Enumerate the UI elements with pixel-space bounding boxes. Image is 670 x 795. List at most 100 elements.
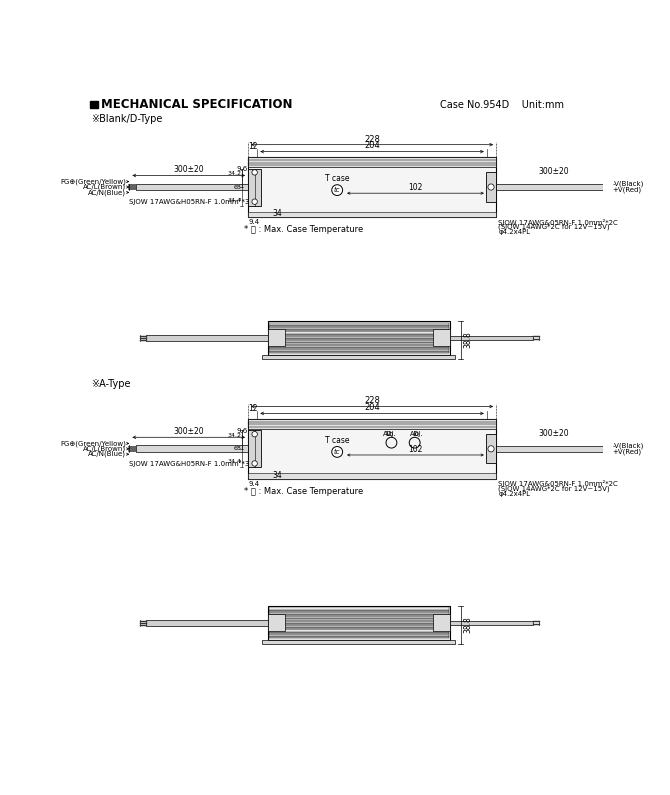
Text: 68: 68 (233, 446, 241, 452)
Bar (269, 630, 449, 632)
Text: 12: 12 (248, 404, 257, 413)
Text: Case No.954D    Unit:mm: Case No.954D Unit:mm (440, 99, 564, 110)
Bar (146, 335, 268, 340)
Bar (269, 338, 449, 340)
Bar (269, 627, 449, 630)
Bar (268, 321, 450, 355)
Bar (248, 419, 496, 429)
Text: ※Blank/D-Type: ※Blank/D-Type (92, 114, 163, 124)
Bar (486, 173, 496, 202)
Bar (269, 329, 449, 332)
Bar (248, 419, 496, 479)
Bar (269, 340, 449, 343)
Text: tc: tc (334, 187, 340, 193)
Text: ADJ.: ADJ. (383, 424, 397, 436)
Bar (269, 351, 449, 353)
Bar (450, 621, 533, 625)
Bar (268, 329, 285, 347)
Bar (486, 434, 496, 463)
Bar (269, 610, 449, 612)
Text: * Ⓣ : Max. Case Temperature: * Ⓣ : Max. Case Temperature (244, 487, 363, 495)
Bar (269, 324, 449, 327)
Bar (135, 184, 248, 191)
Bar (248, 211, 496, 217)
Text: 34.4: 34.4 (227, 460, 241, 464)
Bar (269, 619, 449, 621)
Bar (269, 343, 449, 344)
Bar (269, 334, 449, 335)
Text: (SJOW 14AWG*2C for 12V~15V): (SJOW 14AWG*2C for 12V~15V) (498, 224, 610, 231)
Bar (269, 616, 449, 619)
Text: T case: T case (325, 174, 350, 183)
Bar (263, 640, 456, 644)
Text: 12: 12 (248, 142, 257, 151)
Bar (269, 327, 449, 329)
Text: 102: 102 (408, 445, 423, 454)
Bar (269, 632, 449, 634)
Bar (269, 323, 449, 324)
Bar (268, 606, 450, 640)
Bar (248, 157, 496, 167)
Bar (248, 157, 496, 217)
Bar (269, 636, 449, 638)
Bar (146, 620, 268, 626)
Bar (135, 445, 248, 452)
Bar (268, 615, 285, 631)
Text: -V(Black): -V(Black) (612, 180, 644, 187)
Text: tc: tc (334, 449, 340, 455)
Text: T case: T case (325, 436, 350, 445)
Text: 68: 68 (233, 184, 241, 189)
Text: +V(Red): +V(Red) (612, 187, 641, 193)
Text: 9.6: 9.6 (236, 166, 247, 173)
Text: AC/L(Brown): AC/L(Brown) (83, 184, 127, 190)
Bar (496, 184, 604, 190)
Text: 228: 228 (364, 397, 380, 405)
Bar (90, 101, 98, 108)
Text: 300±20: 300±20 (174, 165, 204, 174)
Bar (269, 344, 449, 347)
Bar (450, 335, 533, 340)
Bar (263, 355, 456, 359)
Text: (SJOW 14AWG*2C for 12V~15V): (SJOW 14AWG*2C for 12V~15V) (498, 486, 610, 492)
Text: 9.4: 9.4 (249, 219, 260, 225)
Text: 34.2: 34.2 (227, 433, 241, 438)
Bar (269, 622, 449, 625)
Text: SJOW 17AWG&05RN-F 1.0mm²*2C: SJOW 17AWG&05RN-F 1.0mm²*2C (498, 480, 618, 487)
Text: ADJ.: ADJ. (409, 424, 423, 436)
Bar (269, 347, 449, 349)
Bar (269, 625, 449, 627)
Text: 34.4: 34.4 (227, 198, 241, 203)
Text: Vo: Vo (386, 431, 394, 436)
Circle shape (252, 169, 257, 175)
Text: SJOW 17AWG&H05RN-F 1.0mm²*3C: SJOW 17AWG&H05RN-F 1.0mm²*3C (129, 460, 255, 467)
Text: * Ⓣ : Max. Case Temperature: * Ⓣ : Max. Case Temperature (244, 225, 363, 234)
Bar (269, 332, 449, 334)
Circle shape (488, 446, 494, 452)
Circle shape (252, 432, 257, 437)
Text: 300±20: 300±20 (538, 167, 569, 176)
Text: AC/N(Blue): AC/N(Blue) (88, 451, 127, 457)
Circle shape (488, 184, 494, 190)
Text: MECHANICAL SPECIFICATION: MECHANICAL SPECIFICATION (100, 98, 292, 111)
Bar (269, 612, 449, 614)
Text: SJOW 17AWG&H05RN-F 1.0mm²*3C: SJOW 17AWG&H05RN-F 1.0mm²*3C (129, 198, 255, 205)
Bar (269, 607, 449, 610)
Text: 228: 228 (364, 134, 380, 144)
Bar (269, 349, 449, 351)
Bar (496, 446, 604, 452)
Bar (269, 621, 449, 622)
Bar (433, 329, 450, 347)
Text: AC/L(Brown): AC/L(Brown) (83, 445, 127, 452)
Text: 38.8: 38.8 (463, 616, 472, 633)
Text: SJOW 17AWG&05RN-F 1.0mm²*2C: SJOW 17AWG&05RN-F 1.0mm²*2C (498, 219, 618, 226)
Bar (269, 614, 449, 616)
Bar (269, 335, 449, 338)
Text: AC/N(Blue): AC/N(Blue) (88, 189, 127, 196)
Text: 9.4: 9.4 (249, 481, 260, 487)
Text: 300±20: 300±20 (538, 429, 569, 438)
Circle shape (332, 447, 342, 457)
Bar (248, 169, 261, 206)
Text: ※A-Type: ※A-Type (92, 379, 131, 389)
Text: φ4.2x4PL: φ4.2x4PL (498, 491, 531, 497)
Text: 34.2: 34.2 (227, 172, 241, 176)
